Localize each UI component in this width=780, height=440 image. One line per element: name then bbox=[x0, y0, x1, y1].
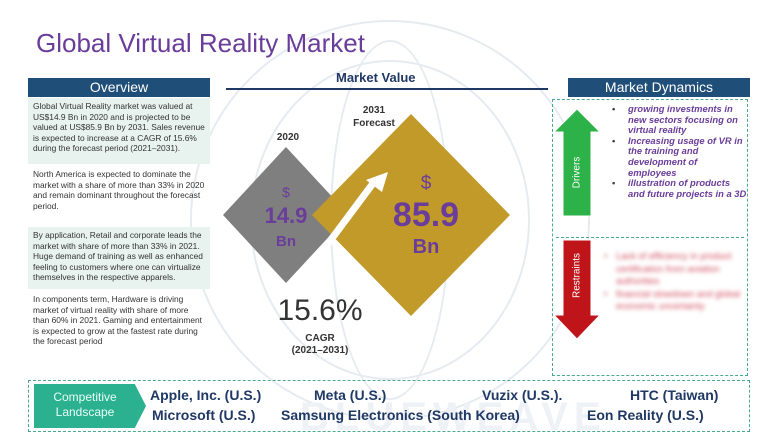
company-name: Samsung Electronics (South Korea) bbox=[281, 407, 520, 423]
company-name: Eon Reality (U.S.) bbox=[587, 407, 704, 423]
company-name: Vuzix (U.S.). bbox=[482, 387, 563, 403]
company-name: Apple, Inc. (U.S.) bbox=[150, 387, 262, 403]
restraint-item: Lack of efficiency in product certificat… bbox=[602, 250, 748, 288]
overview-block: North America is expected to dominate th… bbox=[33, 169, 205, 211]
competitive-landscape-label: Competitive Landscape bbox=[34, 384, 146, 428]
competitive-landscape-box bbox=[28, 380, 750, 432]
competitive-label-line2: Landscape bbox=[55, 405, 115, 419]
overview-block: In components term, Hardware is driving … bbox=[33, 294, 203, 347]
overview-block: By application, Retail and corporate lea… bbox=[28, 227, 210, 289]
cagr-period: (2021–2031) bbox=[291, 345, 349, 356]
market-value-heading: Market Value bbox=[336, 70, 416, 85]
value-2031: 85.9 bbox=[392, 196, 460, 234]
overview-block: Global Virtual Reality market was valued… bbox=[28, 98, 210, 164]
driver-item: illustration of products and future proj… bbox=[608, 177, 748, 199]
competitive-label-line1: Competitive bbox=[53, 390, 117, 404]
divider bbox=[556, 237, 744, 238]
value-2020-unit: Bn bbox=[276, 233, 296, 250]
page-title: Global Virtual Reality Market bbox=[36, 28, 365, 58]
overview-heading: Overview bbox=[28, 78, 210, 97]
company-name: HTC (Taiwan) bbox=[630, 387, 719, 403]
cagr-value: 15.6% bbox=[277, 294, 363, 327]
year-2020-label: 2020 bbox=[276, 132, 300, 143]
value-2031-unit: Bn bbox=[412, 236, 440, 258]
restraints-list: Lack of efficiency in product certificat… bbox=[602, 250, 748, 313]
year-2031: 2031 bbox=[362, 105, 386, 116]
divider bbox=[226, 88, 548, 90]
forecast-label: Forecast bbox=[353, 118, 395, 129]
market-dynamics-box bbox=[552, 99, 748, 376]
driver-item: Increasing usage of VR in the training a… bbox=[608, 135, 748, 178]
value-2031-currency: $ bbox=[420, 173, 432, 194]
driver-item: growing investments in new sectors focus… bbox=[608, 103, 748, 136]
restraint-item: financial slowdown and global economic u… bbox=[602, 288, 748, 313]
restraints-label: Restraints bbox=[571, 253, 583, 299]
drivers-label: Drivers bbox=[571, 156, 583, 189]
company-name: Microsoft (U.S.) bbox=[152, 407, 256, 423]
company-name: Meta (U.S.) bbox=[314, 387, 387, 403]
market-dynamics-heading: Market Dynamics bbox=[568, 78, 750, 97]
cagr-label: CAGR bbox=[305, 333, 335, 344]
value-2020: 14.9 bbox=[264, 203, 308, 228]
value-2020-currency: $ bbox=[282, 184, 290, 200]
drivers-list: growing investments in new sectors focus… bbox=[608, 103, 748, 199]
globe-network-icon bbox=[190, 20, 590, 420]
year-2031-label: 2031 Forecast bbox=[344, 104, 404, 130]
